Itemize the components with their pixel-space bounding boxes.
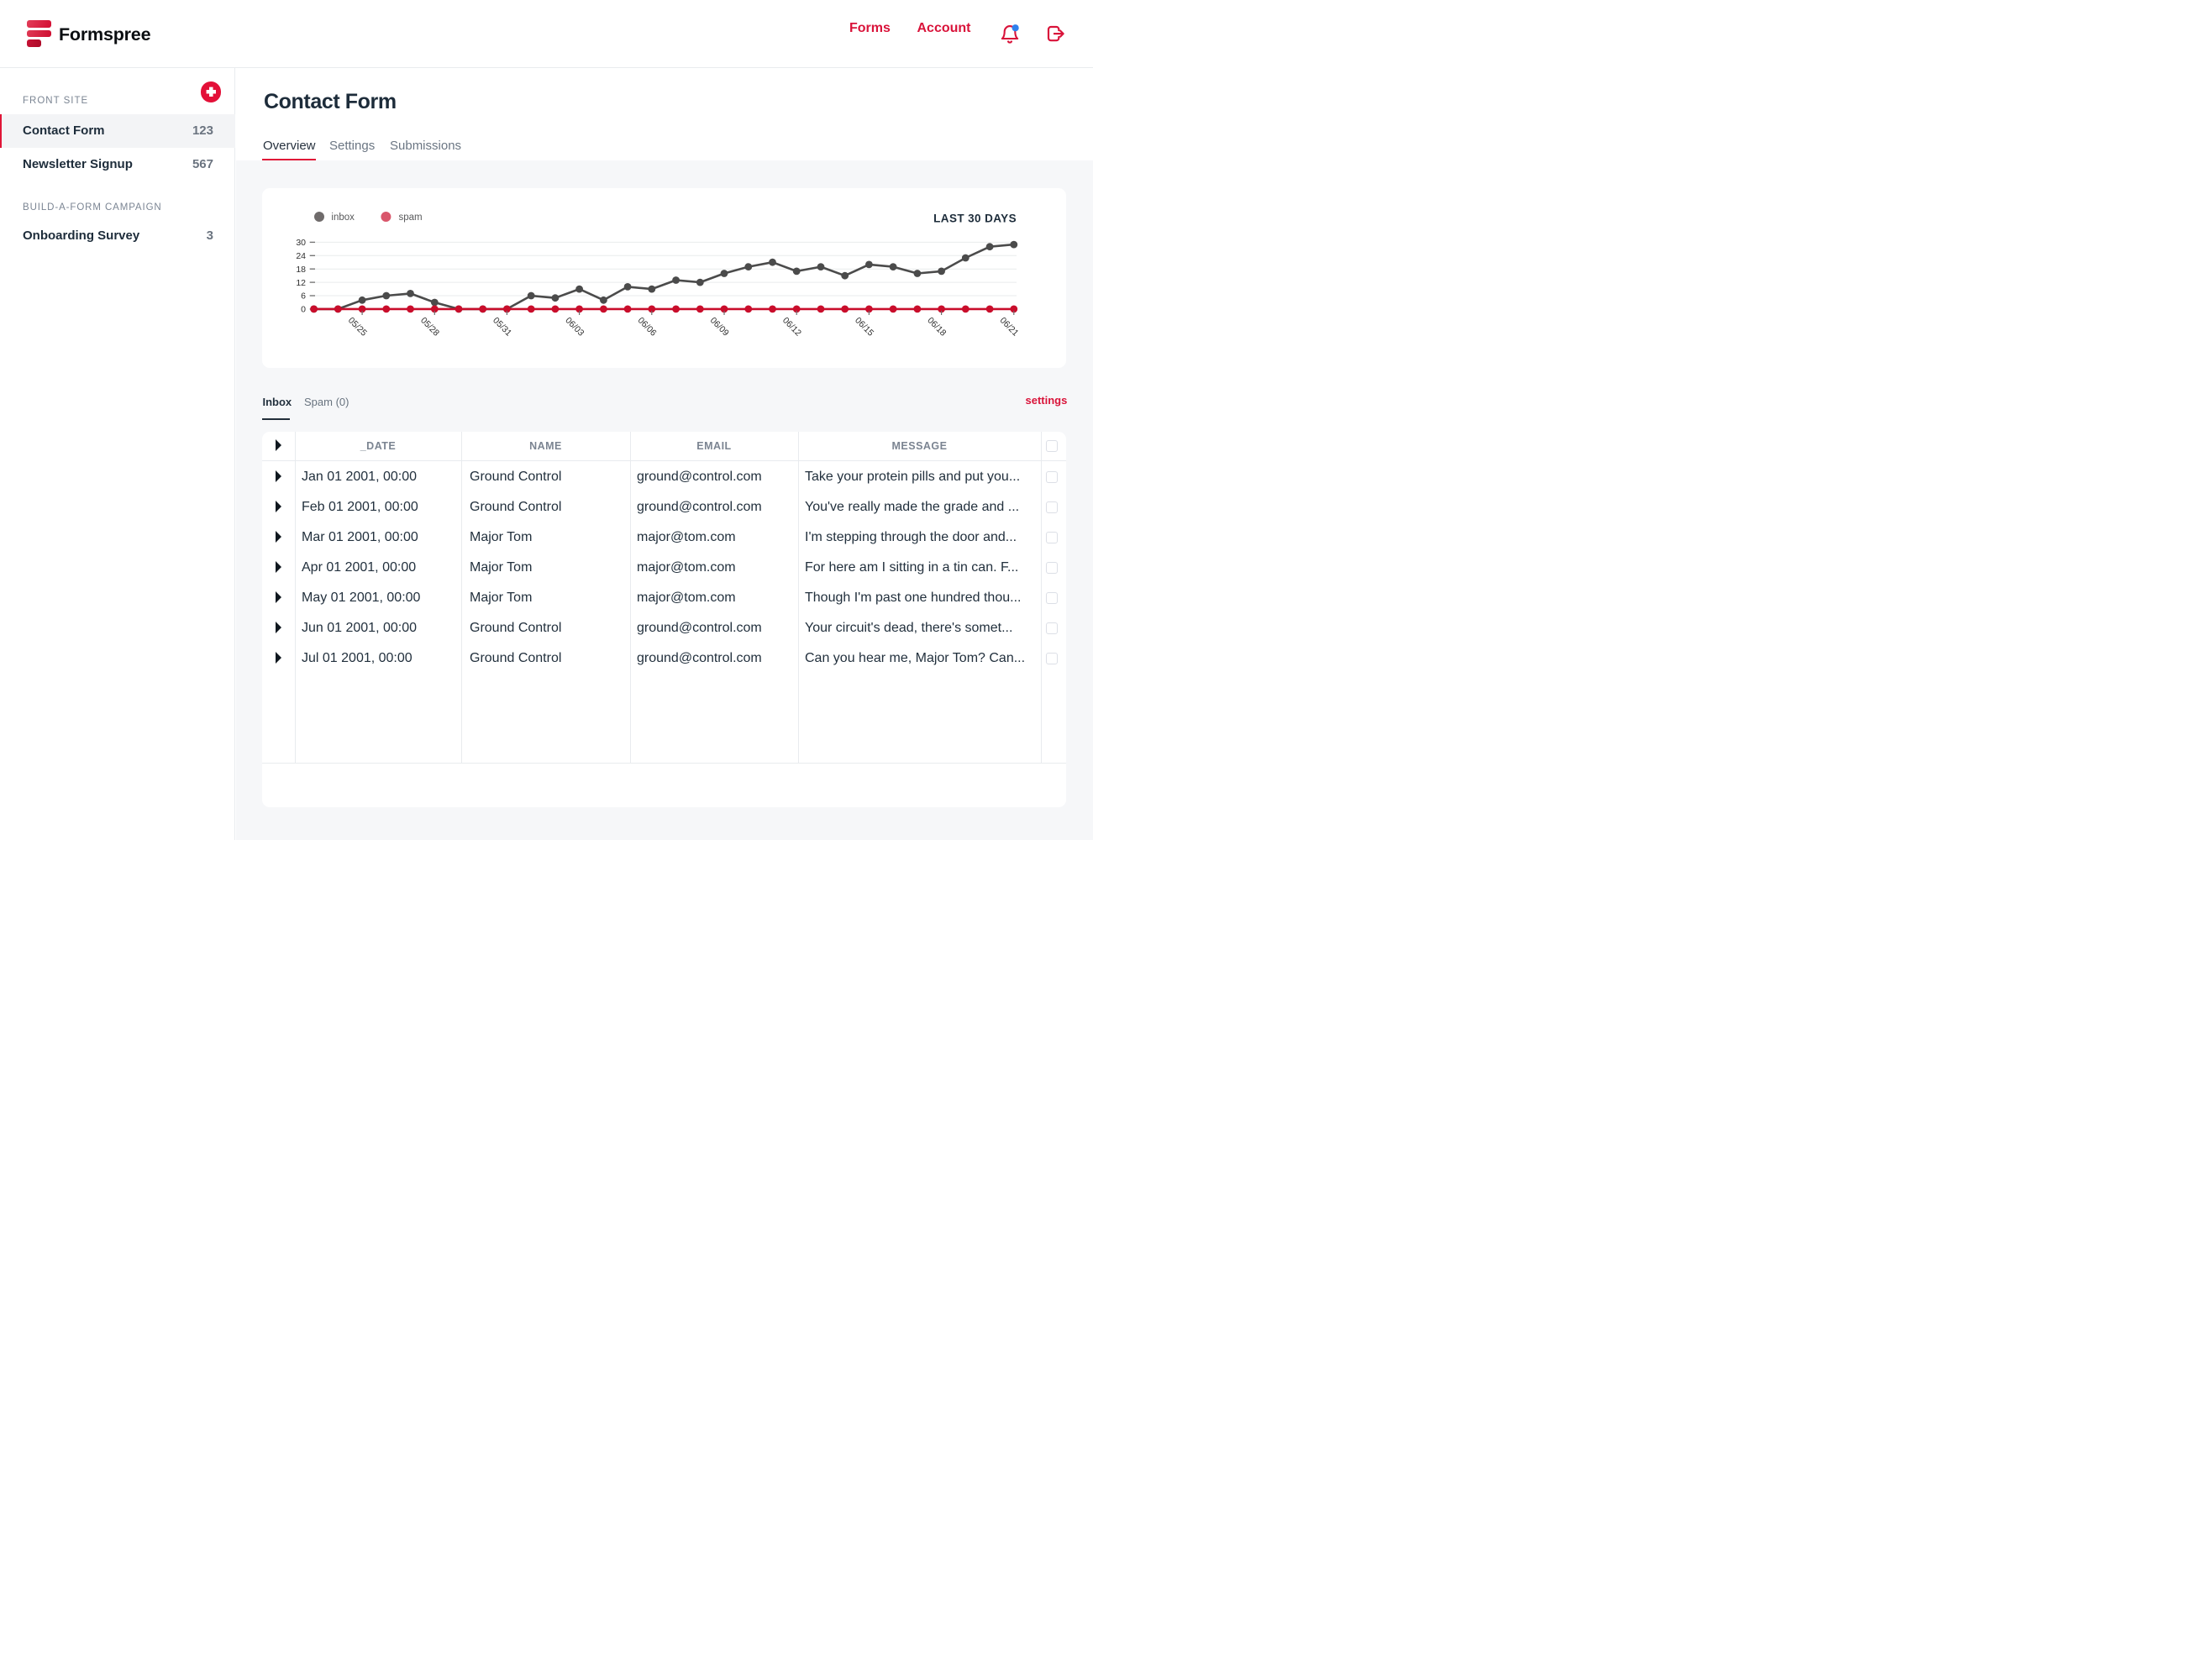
svg-text:06/21: 06/21 — [998, 316, 1021, 339]
svg-text:06/12: 06/12 — [780, 316, 803, 339]
svg-text:inbox: inbox — [331, 213, 355, 223]
svg-text:05/25: 05/25 — [346, 316, 369, 339]
svg-text:06/15: 06/15 — [853, 316, 875, 339]
svg-text:12: 12 — [296, 278, 306, 288]
svg-text:06/03: 06/03 — [563, 316, 586, 339]
svg-text:0: 0 — [301, 305, 306, 315]
svg-text:06/18: 06/18 — [925, 316, 948, 339]
svg-text:05/31: 05/31 — [491, 316, 513, 339]
svg-text:LAST 30 DAYS: LAST 30 DAYS — [933, 213, 1017, 225]
svg-text:6: 6 — [301, 291, 306, 302]
svg-text:spam: spam — [399, 213, 423, 223]
svg-text:30: 30 — [296, 238, 306, 248]
svg-text:06/06: 06/06 — [636, 316, 659, 339]
svg-text:24: 24 — [296, 251, 306, 261]
svg-text:18: 18 — [296, 265, 306, 275]
svg-text:05/28: 05/28 — [418, 316, 441, 339]
svg-text:06/09: 06/09 — [708, 316, 731, 339]
